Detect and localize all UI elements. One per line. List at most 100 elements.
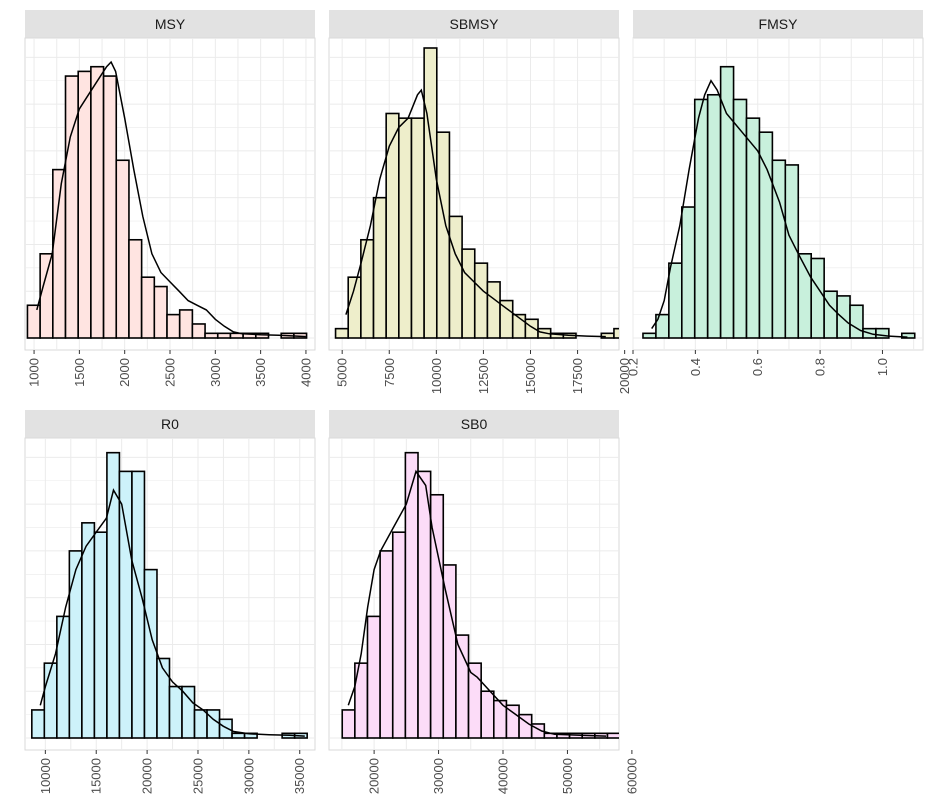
x-axis-tick-label: 10000 — [38, 758, 53, 794]
density-curve — [345, 88, 606, 338]
x-axis-tick-label: 10000 — [429, 358, 444, 394]
histogram-bar — [461, 248, 476, 339]
facet-title: SB0 — [461, 416, 488, 432]
histogram-bar — [193, 709, 208, 739]
histogram-bar — [706, 93, 722, 339]
x-axis-tick-label: 60000 — [624, 758, 639, 794]
histogram-bar — [156, 657, 171, 739]
histogram-bar — [118, 470, 133, 739]
x-axis-tick-label: 1500 — [72, 358, 87, 387]
histogram-bar — [823, 290, 838, 339]
histogram-bar — [875, 327, 890, 339]
histogram-bar — [524, 318, 539, 339]
x-axis-tick-label: 35000 — [292, 758, 307, 794]
histogram-bar — [900, 332, 916, 339]
facet-strip — [25, 10, 315, 38]
histogram-bar — [600, 332, 615, 339]
histogram-bar — [505, 704, 520, 739]
histogram-bar — [467, 662, 482, 739]
histogram-bar — [473, 262, 489, 339]
x-axis-tick-label: 3000 — [208, 358, 223, 387]
facet-title: MSY — [155, 16, 186, 32]
facet-strip — [25, 410, 315, 438]
histogram-bar — [64, 75, 79, 339]
facet-strip — [329, 10, 619, 38]
histogram-bar — [206, 709, 221, 739]
histogram-bar — [181, 685, 196, 739]
facet-sbmsy: SBMSY 5000 7500 10000 12500 15000 17500 20000 — [328, 10, 632, 394]
x-axis-tick-label: 3500 — [253, 358, 268, 387]
density-curve — [39, 488, 305, 737]
x-axis-tick-label: 7500 — [382, 358, 397, 387]
x-axis-tick-label: 0.8 — [813, 358, 828, 376]
x-axis-tick-label: 0.4 — [688, 358, 703, 376]
x-axis-tick-label: 40000 — [496, 758, 511, 794]
histogram-bar — [178, 309, 194, 339]
histogram-bar — [93, 531, 108, 739]
histogram-bar — [90, 65, 105, 339]
histogram-bar — [77, 70, 92, 339]
histogram-bar — [784, 164, 800, 339]
histogram-bar — [668, 262, 683, 339]
x-axis-tick-label: 25000 — [190, 758, 205, 794]
histogram-bar — [455, 634, 470, 739]
histogram-bar — [410, 117, 425, 339]
histogram-bar — [168, 685, 183, 739]
histogram-bar — [106, 451, 121, 739]
histogram-bar — [218, 718, 233, 739]
histogram-bar — [719, 65, 735, 339]
histogram-bar — [39, 253, 54, 339]
histogram-bar — [153, 285, 168, 339]
histogram-bar — [398, 117, 413, 339]
histogram-bar — [810, 257, 825, 339]
histogram-bar — [131, 470, 146, 739]
histogram-bar — [613, 327, 619, 339]
facet-title: R0 — [161, 416, 179, 432]
histogram-bar — [334, 327, 350, 339]
x-axis-tick-label: 0.2 — [626, 358, 641, 376]
x-axis-tick-label: 0.6 — [750, 358, 765, 376]
histogram-bar — [140, 276, 156, 339]
x-axis-tick-label: 2500 — [163, 358, 178, 387]
histogram-bar — [435, 131, 451, 339]
histogram-bar — [231, 732, 246, 739]
x-axis-tick-label: 12500 — [476, 358, 491, 394]
density-curve — [36, 60, 306, 338]
x-axis-tick-label: 4000 — [298, 358, 313, 387]
histogram-bar — [423, 47, 438, 339]
histogram-bar — [366, 615, 381, 739]
x-axis-tick-label: 5000 — [335, 358, 350, 387]
histogram-bar — [81, 522, 96, 739]
histogram-bar — [31, 709, 46, 739]
histogram-bar — [385, 112, 400, 339]
histogram-bar — [836, 295, 851, 339]
histogram-bar — [204, 332, 219, 339]
x-axis-tick-label: 20000 — [367, 758, 382, 794]
histogram-bar — [642, 332, 657, 339]
histogram-bar — [417, 470, 432, 739]
histogram-bar — [128, 238, 143, 339]
histogram-bar — [480, 690, 495, 739]
facet-sb0: SB0 20000 30000 40000 50000 60000 — [328, 410, 639, 794]
histogram-bar — [341, 709, 356, 739]
histogram-bar — [216, 332, 232, 339]
histogram-bar — [681, 206, 696, 339]
facet-msy: MSY 1000 1500 2000 2500 3000 3500 4000 — [24, 10, 316, 387]
histogram-bar — [486, 281, 501, 339]
histogram-bar — [102, 75, 118, 339]
x-axis-tick-label: 1000 — [27, 358, 42, 387]
density-curve — [347, 469, 607, 737]
x-axis-tick-label: 50000 — [560, 758, 575, 794]
x-axis-tick-label: 30000 — [431, 758, 446, 794]
histogram-bar — [379, 550, 394, 739]
x-axis-tick-label: 30000 — [241, 758, 256, 794]
histogram-bar — [166, 313, 181, 339]
histogram-bar — [693, 98, 709, 339]
x-axis-tick-label: 15000 — [523, 358, 538, 394]
x-axis-tick-label: 20000 — [617, 358, 632, 394]
histogram-bar — [404, 451, 419, 739]
density-curve — [651, 79, 908, 338]
histogram-bar — [499, 299, 514, 339]
histogram-bar — [115, 159, 130, 339]
x-axis-tick-label: 15000 — [89, 758, 104, 794]
